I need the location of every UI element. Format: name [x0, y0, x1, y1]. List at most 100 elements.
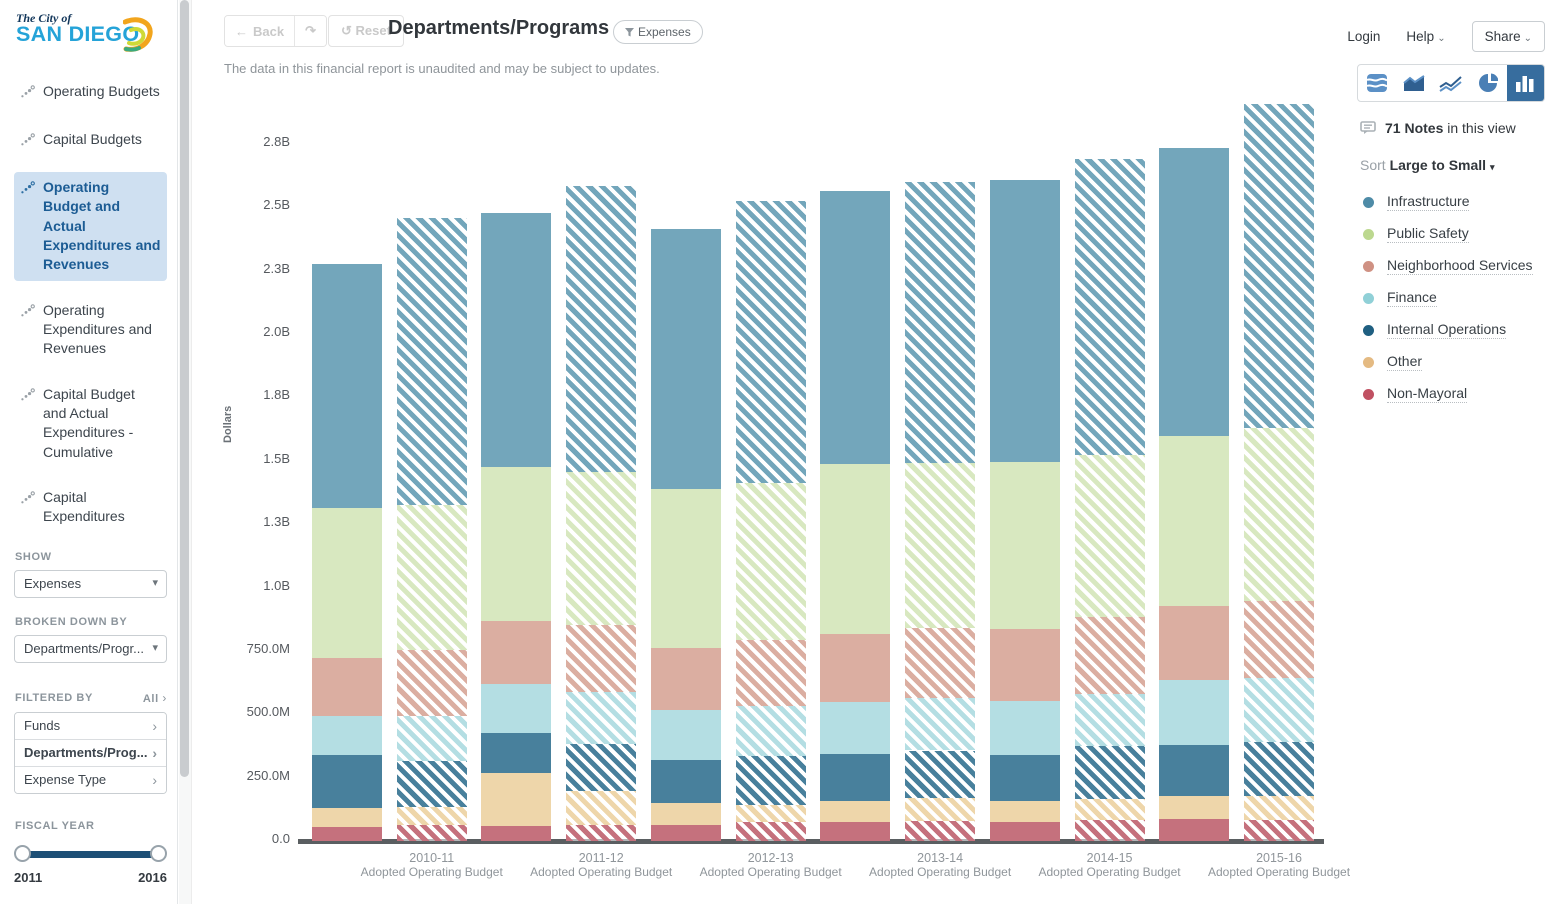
bar-segment[interactable]: [820, 190, 891, 465]
bar-segment[interactable]: [1159, 796, 1230, 820]
filter-row-0[interactable]: Funds ›: [15, 712, 166, 739]
bar-segment[interactable]: [650, 228, 721, 489]
bar-segment[interactable]: [820, 634, 891, 702]
bar-segment[interactable]: [989, 755, 1060, 801]
share-button[interactable]: Share ⌄: [1471, 21, 1545, 52]
bar-segment[interactable]: [650, 803, 721, 826]
bar-segment[interactable]: [396, 217, 467, 505]
help-menu[interactable]: Help ⌄: [1406, 29, 1446, 44]
sidebar-nav-item-0[interactable]: Operating Budgets: [14, 76, 167, 110]
forward-button[interactable]: ↷: [294, 16, 326, 46]
reset-button[interactable]: ↺ Reset: [328, 15, 404, 47]
bar-segment[interactable]: [820, 754, 891, 801]
bar-segment[interactable]: [1074, 798, 1145, 821]
filter-row-1[interactable]: Departments/Prog... ›: [15, 738, 166, 766]
sidebar-nav-item-4[interactable]: Capital Budget and Actual Expenditures -…: [14, 379, 167, 468]
bar-segment[interactable]: [312, 808, 382, 827]
bar-segment[interactable]: [312, 715, 382, 755]
bar-segment[interactable]: [820, 822, 891, 841]
expenses-filter-chip[interactable]: Expenses: [613, 20, 703, 44]
bar-segment[interactable]: [820, 800, 891, 823]
line-chart-view-button[interactable]: [1432, 65, 1469, 101]
sidebar-nav-item-1[interactable]: Capital Budgets: [14, 124, 167, 158]
bar-segment[interactable]: [481, 684, 552, 733]
bar-segment[interactable]: [566, 625, 637, 692]
bar-segment[interactable]: [735, 483, 806, 641]
legend-label[interactable]: Internal Operations: [1387, 321, 1507, 339]
bar-segment[interactable]: [312, 754, 382, 809]
bar-segment[interactable]: [735, 804, 806, 823]
slider-handle-min[interactable]: [14, 844, 31, 862]
bar-segment[interactable]: [566, 791, 637, 825]
bar-segment[interactable]: [396, 715, 467, 762]
legend-label[interactable]: Infrastructure: [1387, 193, 1470, 211]
area-chart-view-button[interactable]: [1395, 65, 1432, 101]
bar-segment[interactable]: [735, 706, 806, 757]
bar-segment[interactable]: [650, 647, 721, 710]
bar-segment[interactable]: [481, 826, 552, 841]
bar-segment[interactable]: [1074, 454, 1145, 618]
bar-segment[interactable]: [1074, 158, 1145, 455]
bar-segment[interactable]: [1244, 600, 1315, 678]
bar-segment[interactable]: [1244, 742, 1315, 797]
bar-segment[interactable]: [1159, 819, 1230, 841]
bar-segment[interactable]: [1074, 693, 1145, 747]
bar-segment[interactable]: [1244, 820, 1315, 841]
slider-track[interactable]: [22, 850, 159, 858]
bar-segment[interactable]: [566, 185, 637, 472]
bar-segment[interactable]: [312, 508, 382, 659]
bar-segment[interactable]: [1159, 147, 1230, 436]
bar-segment[interactable]: [1074, 617, 1145, 694]
legend-label[interactable]: Non-Mayoral: [1387, 385, 1468, 403]
bar-chart-view-button[interactable]: [1506, 65, 1544, 101]
bar-segment[interactable]: [566, 744, 637, 792]
legend-label[interactable]: Other: [1387, 353, 1423, 371]
bar-segment[interactable]: [650, 709, 721, 761]
filtered-by-all-link[interactable]: All ›: [142, 690, 167, 705]
bar-segment[interactable]: [1244, 103, 1315, 428]
bar-segment[interactable]: [566, 691, 637, 745]
bar-segment[interactable]: [650, 488, 721, 648]
sidebar-scrollbar[interactable]: [179, 0, 192, 904]
bar-segment[interactable]: [989, 179, 1060, 463]
bar-segment[interactable]: [989, 821, 1060, 841]
bar-segment[interactable]: [1244, 796, 1315, 821]
bar-segment[interactable]: [1244, 678, 1315, 743]
bar-segment[interactable]: [1244, 427, 1315, 601]
bar-segment[interactable]: [820, 464, 891, 635]
show-select[interactable]: Expenses ▾: [14, 569, 167, 598]
bar-segment[interactable]: [481, 212, 552, 467]
bar-segment[interactable]: [650, 760, 721, 804]
bar-segment[interactable]: [1074, 820, 1145, 841]
bar-segment[interactable]: [1159, 679, 1230, 745]
bar-segment[interactable]: [905, 797, 976, 822]
broken-down-by-select[interactable]: Departments/Progr... ▾: [14, 634, 167, 663]
bar-segment[interactable]: [312, 658, 382, 716]
bar-segment[interactable]: [989, 629, 1060, 702]
sidebar-nav-item-3[interactable]: Operating Expenditures and Revenues: [14, 295, 167, 365]
legend-label[interactable]: Finance: [1387, 289, 1437, 307]
sidebar-scrollbar-thumb[interactable]: [180, 0, 189, 778]
bar-segment[interactable]: [905, 697, 976, 751]
bar-segment[interactable]: [566, 824, 637, 841]
bar-segment[interactable]: [396, 824, 467, 841]
bar-segment[interactable]: [396, 761, 467, 808]
bar-segment[interactable]: [905, 628, 976, 698]
bar-segment[interactable]: [905, 750, 976, 798]
bar-segment[interactable]: [396, 807, 467, 825]
bar-segment[interactable]: [481, 732, 552, 774]
legend-label[interactable]: Public Safety: [1387, 225, 1469, 243]
sort-dropdown[interactable]: Large to Small ▾: [1389, 157, 1495, 173]
sidebar-nav-item-5[interactable]: Capital Expenditures: [14, 482, 167, 533]
bar-segment[interactable]: [650, 825, 721, 841]
bar-segment[interactable]: [481, 621, 552, 685]
bar-segment[interactable]: [566, 471, 637, 625]
bar-segment[interactable]: [905, 181, 976, 464]
bar-segment[interactable]: [481, 466, 552, 622]
bar-segment[interactable]: [735, 640, 806, 707]
bar-segment[interactable]: [1159, 606, 1230, 680]
bar-segment[interactable]: [735, 822, 806, 841]
bar-segment[interactable]: [989, 701, 1060, 756]
pie-chart-view-button[interactable]: [1470, 65, 1507, 101]
bar-segment[interactable]: [735, 200, 806, 484]
